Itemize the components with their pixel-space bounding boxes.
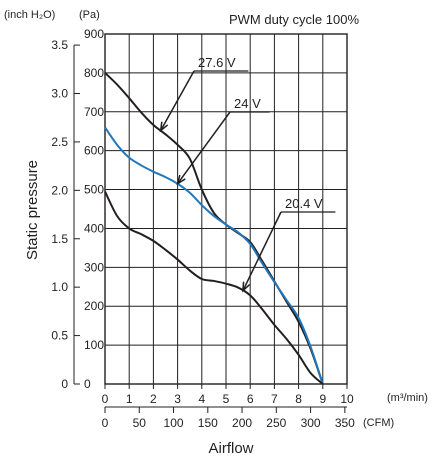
curve-label: 24 V	[234, 96, 261, 111]
x-tick-label-primary: 1	[126, 392, 133, 406]
y-tick-label-primary: 500	[84, 183, 104, 197]
y-tick-label-secondary: 3.5	[51, 38, 68, 52]
x-tick-label-primary: 6	[247, 392, 254, 406]
y-unit-secondary: (inch H₂O)	[4, 9, 55, 21]
y-tick-label-secondary: 0	[61, 377, 68, 391]
y-tick-label-secondary: 2.0	[51, 183, 68, 197]
x-tick-label-primary: 2	[150, 392, 157, 406]
x-unit-primary: (m³/min)	[387, 392, 428, 404]
label-arrow	[160, 70, 195, 131]
x-tick-label-secondary: 150	[198, 416, 218, 430]
y-tick-label-secondary: 3.0	[51, 87, 68, 101]
grid-lines	[105, 34, 347, 384]
axis-ticks: 0 1 2 3 4 5 6 7 8 9 100 50 100 150 200 250 300 3500100200…	[51, 27, 355, 430]
x-tick-label-primary: 9	[319, 392, 326, 406]
curve-label: 27.6 V	[198, 55, 236, 70]
y-tick-label-secondary: 1.0	[51, 280, 68, 294]
x-tick-label-primary: 5	[223, 392, 230, 406]
x-tick-label-primary: 3	[174, 392, 181, 406]
y-tick-label-secondary: 0.5	[51, 329, 68, 343]
x-tick-label-primary: 8	[295, 392, 302, 406]
y-tick-label-primary: 100	[84, 338, 104, 352]
x-tick-label-primary: 4	[198, 392, 205, 406]
x-axis-title: Airflow	[208, 440, 253, 457]
curve-annotations: 27.6 V 24 V 20.4 V	[159, 55, 336, 293]
y-tick-label-primary: 800	[84, 66, 104, 80]
y-tick-label-primary: 300	[84, 260, 104, 274]
arrow-head	[176, 174, 186, 186]
axis-labels: PWM duty cycle 100% (inch H₂O) (Pa) (m³/…	[4, 9, 428, 457]
y-tick-label-secondary: 1.5	[51, 232, 68, 246]
curve-24-V	[104, 126, 324, 385]
y-tick-label-primary: 600	[84, 144, 104, 158]
y-tick-label-primary: 0	[84, 377, 91, 391]
curve-label: 20.4 V	[285, 196, 323, 211]
x-tick-label-secondary: 200	[232, 416, 252, 430]
x-tick-label-secondary: 300	[301, 416, 321, 430]
chart-title: PWM duty cycle 100%	[229, 12, 359, 27]
x-tick-label-primary: 7	[271, 392, 278, 406]
curve-20-4-V	[104, 191, 324, 385]
x-tick-label-secondary: 100	[164, 416, 184, 430]
y-tick-label-primary: 700	[84, 105, 104, 119]
y-unit-primary: (Pa)	[79, 9, 100, 21]
arrow-head	[242, 281, 251, 293]
y-tick-label-secondary: 2.5	[51, 135, 68, 149]
y-tick-label-primary: 900	[84, 27, 104, 41]
x-tick-label-secondary: 250	[266, 416, 286, 430]
y-tick-label-primary: 200	[84, 299, 104, 313]
x-tick-label-primary: 0	[102, 392, 109, 406]
fan-curves	[104, 72, 324, 385]
y-tick-label-primary: 400	[84, 221, 104, 235]
x-tick-label-secondary: 0	[102, 416, 109, 430]
x-unit-secondary: (CFM)	[363, 417, 394, 429]
label-arrow	[242, 211, 282, 291]
x-tick-label-secondary: 50	[133, 416, 147, 430]
x-tick-label-secondary: 350	[335, 416, 355, 430]
label-arrow	[176, 111, 231, 185]
y-axis-title: Static pressure	[24, 160, 41, 260]
x-tick-label-primary: 10	[340, 392, 354, 406]
arrow-head	[159, 121, 169, 133]
